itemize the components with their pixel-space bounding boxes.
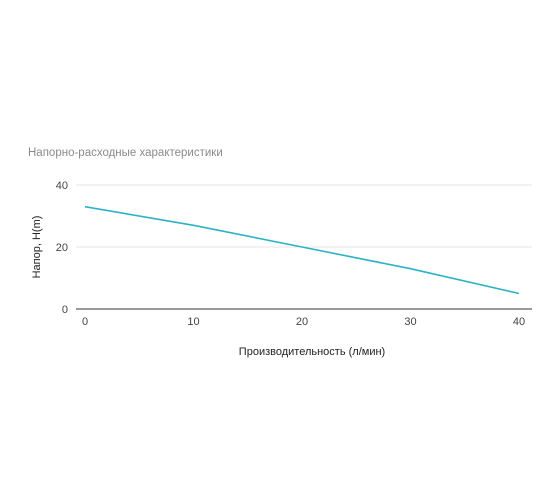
x-tick-label: 30 <box>404 316 416 328</box>
chart-title: Напорно-расходные характеристики <box>28 147 223 159</box>
x-tick-labels: 0 10 20 30 40 <box>82 316 525 328</box>
y-axis-label: Напор, H(m) <box>31 216 43 279</box>
x-axis-label: Производительность (л/мин) <box>239 346 385 358</box>
grid <box>76 184 532 248</box>
x-tick-label: 10 <box>187 316 199 328</box>
x-tick-label: 40 <box>513 316 525 328</box>
series-line <box>84 205 520 295</box>
y-tick-labels: 0 20 40 <box>56 180 68 316</box>
series-lines <box>84 205 520 295</box>
y-tick-label: 40 <box>56 180 68 192</box>
x-tick-label: 20 <box>296 316 308 328</box>
y-tick-label: 20 <box>56 242 68 254</box>
y-tick-label: 0 <box>62 304 68 316</box>
x-tick-label: 0 <box>82 316 88 328</box>
